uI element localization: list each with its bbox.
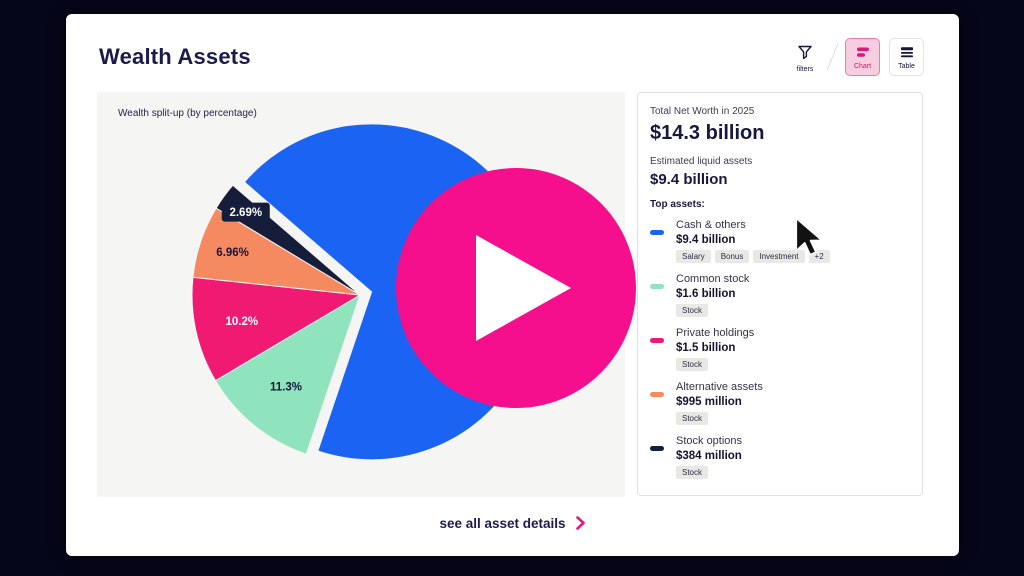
tab-table[interactable]: Table <box>889 38 924 76</box>
asset-tag: Stock <box>676 358 709 371</box>
asset-row-common-stock[interactable]: Common stock $1.6 billion Stock <box>650 273 910 317</box>
toolbar-divider <box>826 43 839 71</box>
video-play-button[interactable] <box>396 168 636 408</box>
asset-row-private-holdings[interactable]: Private holdings $1.5 billion Stock <box>650 327 910 371</box>
asset-color-dash <box>650 392 664 397</box>
pie-slice-label: 11.3% <box>270 381 302 393</box>
asset-color-dash <box>650 284 664 289</box>
summary-panel: Total Net Worth in 2025 $14.3 billion Es… <box>637 92 923 496</box>
liquid-assets-label: Estimated liquid assets <box>650 156 753 167</box>
liquid-assets-value: $9.4 billion <box>650 171 728 188</box>
top-assets-label: Top assets: <box>650 199 705 210</box>
asset-value: $1.6 billion <box>676 288 736 300</box>
tab-chart[interactable]: Chart <box>845 38 880 76</box>
pie-slice-private-holdings[interactable] <box>191 276 362 382</box>
pie-slice-common-stock[interactable] <box>214 293 361 455</box>
tab-table-label: Table <box>898 63 915 70</box>
toolbar: filters Chart Table <box>790 38 924 76</box>
asset-value: $995 million <box>676 396 742 408</box>
play-icon <box>475 235 571 341</box>
asset-name: Cash & others <box>676 219 746 231</box>
chart-subtitle: Wealth split-up (by percentage) <box>118 108 257 119</box>
asset-color-dash <box>650 230 664 235</box>
chevron-right-icon <box>575 516 585 530</box>
asset-tag: Investment <box>753 250 805 263</box>
asset-color-dash <box>650 446 664 451</box>
pie-slice-label: 2.69% <box>229 207 262 219</box>
pie-slice-label: 10.2% <box>226 316 259 328</box>
asset-tag: Stock <box>676 412 709 425</box>
asset-value: $384 million <box>676 450 742 462</box>
tab-chart-label: Chart <box>853 63 872 70</box>
see-all-assets-label: see all asset details <box>439 515 566 531</box>
mouse-cursor <box>795 217 823 256</box>
pie-label-chip <box>221 202 270 222</box>
filters-button[interactable]: filters <box>790 38 820 76</box>
chart-icon <box>856 47 869 57</box>
asset-value: $9.4 billion <box>676 234 736 246</box>
asset-tag: Stock <box>676 466 709 479</box>
asset-tag: Bonus <box>714 250 750 263</box>
filter-funnel-icon <box>798 45 812 60</box>
wealth-assets-card: Wealth Assets filters Chart Table We <box>66 14 959 556</box>
net-worth-label: Total Net Worth in 2025 <box>650 106 755 117</box>
asset-row-alternative-assets[interactable]: Alternative assets $995 million Stock <box>650 381 910 425</box>
see-all-assets-link[interactable]: see all asset details <box>66 515 959 531</box>
asset-row-stock-options[interactable]: Stock options $384 million Stock <box>650 435 910 479</box>
asset-tag: Salary <box>676 250 711 263</box>
asset-name: Stock options <box>676 435 743 447</box>
page-title: Wealth Assets <box>99 44 251 69</box>
table-icon <box>900 47 913 58</box>
asset-name: Common stock <box>676 273 750 285</box>
asset-row-cash-and-others[interactable]: Cash & others $9.4 billion Salary Bonus … <box>650 219 910 263</box>
asset-name: Alternative assets <box>676 381 763 393</box>
asset-value: $1.5 billion <box>676 342 736 354</box>
pie-slice-label: 6.96% <box>216 247 249 259</box>
asset-tag: Stock <box>676 304 709 317</box>
filters-label: filters <box>796 66 814 73</box>
net-worth-value: $14.3 billion <box>650 122 765 144</box>
asset-name: Private holdings <box>676 327 755 339</box>
asset-color-dash <box>650 338 664 343</box>
